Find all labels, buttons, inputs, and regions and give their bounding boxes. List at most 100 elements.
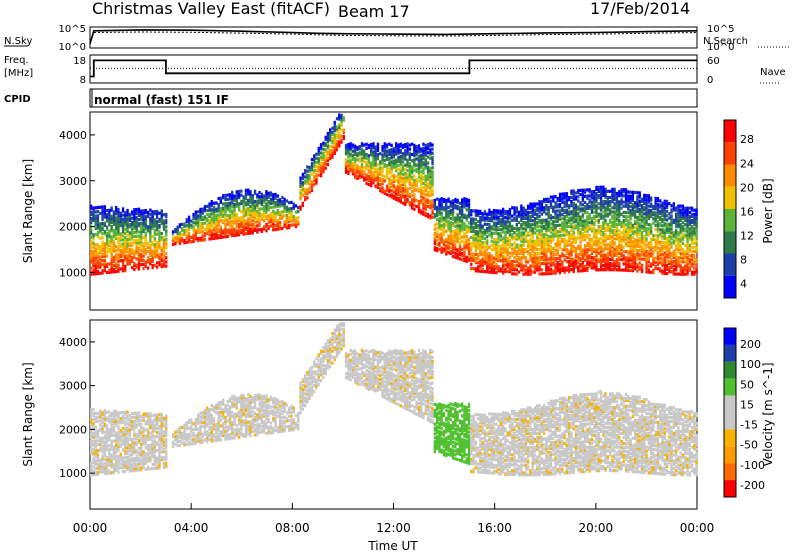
power-cell bbox=[124, 266, 127, 271]
power-cell bbox=[438, 219, 441, 223]
power-cell bbox=[340, 115, 343, 120]
power-cell bbox=[492, 264, 496, 268]
power-cell bbox=[481, 230, 484, 234]
power-cell bbox=[324, 158, 327, 162]
power-cell bbox=[142, 262, 145, 266]
power-cell bbox=[467, 250, 471, 254]
power-cell bbox=[442, 222, 446, 226]
power-cell bbox=[515, 222, 518, 227]
power-cell bbox=[586, 266, 589, 270]
power-cell bbox=[210, 208, 213, 212]
power-cell bbox=[602, 210, 605, 214]
power-cell bbox=[319, 163, 323, 167]
power-cell bbox=[235, 190, 238, 194]
power-cell bbox=[527, 204, 530, 208]
power-cell bbox=[331, 126, 334, 130]
power-cell bbox=[94, 251, 97, 255]
power-cell bbox=[431, 205, 434, 209]
power-cell bbox=[424, 211, 427, 216]
power-cell bbox=[431, 180, 434, 184]
power-cell bbox=[417, 210, 421, 214]
power-cell bbox=[244, 207, 248, 211]
power-cell bbox=[133, 222, 136, 226]
power-cell bbox=[247, 213, 250, 217]
power-cell bbox=[456, 221, 459, 225]
power-cell bbox=[228, 197, 232, 201]
power-cell bbox=[94, 259, 97, 263]
power-cell bbox=[103, 229, 106, 234]
power-cell bbox=[479, 269, 482, 273]
power-cell bbox=[385, 184, 389, 188]
power-cell bbox=[372, 156, 375, 160]
power-cell bbox=[201, 226, 204, 230]
power-cell bbox=[304, 198, 307, 202]
power-cell bbox=[449, 223, 452, 227]
power-cell bbox=[121, 219, 125, 223]
power-cell bbox=[451, 254, 455, 259]
power-cell bbox=[454, 245, 457, 249]
power-cell bbox=[401, 145, 405, 150]
power-cell bbox=[401, 193, 405, 197]
power-cell bbox=[269, 214, 273, 218]
power-cell bbox=[572, 257, 575, 261]
power-cell bbox=[171, 236, 175, 240]
power-cell bbox=[101, 209, 104, 213]
power-cell bbox=[470, 217, 473, 221]
power-cell bbox=[212, 207, 216, 212]
power-cell bbox=[415, 204, 418, 209]
power-cell bbox=[406, 191, 409, 195]
power-cell bbox=[308, 190, 311, 194]
power-cell bbox=[126, 239, 129, 243]
power-cell bbox=[568, 210, 571, 214]
power-cell bbox=[593, 239, 596, 243]
power-cell bbox=[131, 233, 134, 237]
power-cell bbox=[92, 218, 95, 222]
power-cell bbox=[306, 173, 309, 177]
power-cell bbox=[178, 239, 182, 243]
power-cell bbox=[133, 249, 136, 253]
power-cell bbox=[285, 209, 289, 213]
power-cell bbox=[131, 222, 134, 226]
power-cell bbox=[524, 208, 528, 212]
power-cell bbox=[549, 214, 553, 218]
power-cell bbox=[272, 205, 275, 209]
power-cell bbox=[160, 232, 163, 236]
power-cell bbox=[429, 204, 432, 208]
power-cell bbox=[406, 189, 409, 193]
power-cell bbox=[144, 262, 147, 266]
power-cell bbox=[376, 146, 380, 150]
power-cell bbox=[92, 237, 95, 241]
power-cell bbox=[142, 227, 145, 231]
power-cell bbox=[347, 169, 350, 173]
power-cell bbox=[488, 233, 491, 237]
power-cell bbox=[115, 257, 118, 261]
power-cell bbox=[356, 166, 359, 170]
power-cell bbox=[231, 192, 234, 197]
power-cell bbox=[374, 155, 377, 159]
power-cell bbox=[115, 218, 118, 222]
power-cell bbox=[624, 223, 628, 227]
power-cell bbox=[331, 139, 334, 143]
power-cell bbox=[185, 224, 188, 228]
power-cell bbox=[604, 233, 607, 237]
power-cell bbox=[570, 232, 573, 237]
power-cell bbox=[228, 220, 232, 224]
power-cell bbox=[436, 207, 439, 211]
power-cell bbox=[399, 154, 402, 159]
power-cell bbox=[194, 222, 197, 227]
power-cell bbox=[395, 146, 398, 150]
power-cell bbox=[533, 231, 537, 235]
power-cell bbox=[472, 209, 475, 213]
power-cell bbox=[187, 219, 191, 223]
power-cell bbox=[447, 240, 450, 244]
power-cell bbox=[404, 143, 407, 147]
power-cell bbox=[121, 234, 125, 238]
power-cell bbox=[244, 221, 248, 225]
power-cell bbox=[461, 200, 464, 204]
power-cell bbox=[276, 219, 279, 223]
power-cell bbox=[415, 163, 418, 167]
power-cell bbox=[568, 196, 571, 200]
power-cell bbox=[156, 216, 159, 220]
power-cell bbox=[422, 171, 425, 175]
power-cell bbox=[338, 144, 341, 148]
